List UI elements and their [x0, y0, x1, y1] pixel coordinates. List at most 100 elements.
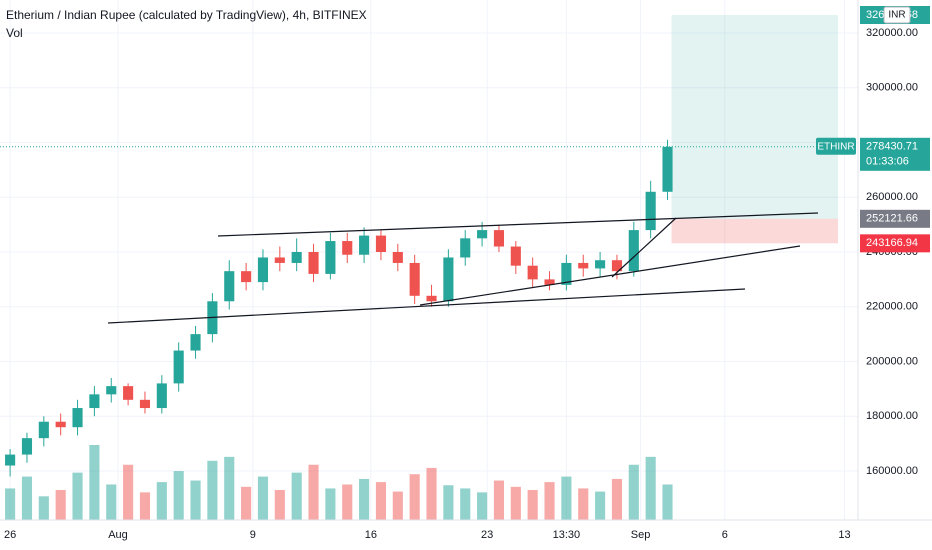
volume-bar — [89, 445, 100, 520]
y-tick-label: 320000.00 — [866, 27, 918, 39]
x-tick-label: Aug — [108, 529, 128, 541]
y-tick-label: 260000.00 — [866, 191, 918, 203]
volume-bar — [359, 478, 370, 520]
volume-bar — [308, 464, 319, 520]
volume-bar — [477, 492, 488, 520]
volume-bar — [409, 474, 420, 520]
candle-body — [611, 260, 623, 272]
volume-bar — [342, 484, 353, 520]
volume-bar — [139, 492, 151, 520]
currency-badge: INR — [888, 10, 905, 21]
volume-bar — [106, 484, 117, 520]
trendline — [419, 245, 801, 306]
stop-label: 243166.94 — [866, 237, 918, 249]
countdown-label: 01:33:06 — [866, 156, 909, 168]
volume-label: Vol — [6, 26, 23, 40]
last-price-label: 278430.71 — [866, 141, 918, 153]
trendline — [611, 217, 677, 278]
volume-bar — [375, 482, 387, 520]
y-tick-label: 180000.00 — [866, 410, 918, 422]
volume-bar — [561, 476, 572, 520]
entry-label: 252121.66 — [866, 213, 918, 225]
stop-zone — [671, 218, 838, 244]
x-tick-label: 26 — [4, 529, 16, 541]
y-tick-label: 160000.00 — [866, 465, 918, 477]
candle-body — [342, 241, 353, 255]
candle-body — [375, 235, 387, 252]
candle-body — [645, 191, 656, 231]
candle-body — [628, 230, 639, 272]
volume-bar — [173, 471, 184, 520]
volume-bar — [291, 472, 302, 520]
trendline — [217, 212, 819, 237]
volume-bar — [21, 476, 33, 520]
candle-body — [291, 251, 302, 263]
volume-bar — [38, 496, 49, 520]
y-tick-label: 300000.00 — [866, 82, 918, 94]
candle-body — [325, 241, 336, 274]
candle-body — [173, 350, 184, 384]
volume-bar — [510, 486, 521, 520]
volume-bar — [628, 464, 639, 520]
volume-bar — [426, 467, 437, 520]
volume-pane — [5, 445, 673, 520]
volume-bar — [460, 488, 471, 520]
y-tick-label: 200000.00 — [866, 355, 918, 367]
candle-body — [123, 386, 134, 400]
stop-label-bg — [860, 234, 930, 253]
candle-body — [5, 454, 16, 466]
candle-body — [224, 271, 235, 302]
candle-body — [241, 271, 252, 283]
candle-body — [493, 230, 505, 247]
volume-bar — [156, 482, 167, 520]
volume-bar — [72, 472, 83, 520]
volume-bar — [662, 484, 673, 520]
symbol-badge-bg — [816, 137, 856, 155]
x-tick-label: Sep — [631, 529, 651, 541]
x-tick-label: 13:30 — [553, 529, 581, 541]
target-zone — [671, 14, 838, 219]
axes: 160000.00180000.00200000.00220000.002400… — [0, 5, 930, 541]
candle-body — [561, 262, 572, 285]
candle-body — [359, 235, 370, 255]
candle-body — [460, 238, 471, 258]
volume-bar — [257, 476, 269, 520]
volume-bar — [274, 490, 285, 520]
volume-bar — [55, 490, 66, 520]
candle-body — [38, 421, 49, 439]
x-tick-label: 9 — [250, 529, 256, 541]
position-boxes — [671, 14, 838, 244]
candle-body — [510, 246, 521, 266]
candle-body — [55, 421, 66, 428]
candles — [5, 139, 673, 477]
chart-title: Etherium / Indian Rupee (calculated by T… — [6, 8, 367, 22]
candle-body — [89, 394, 100, 409]
candle-body — [308, 251, 319, 274]
volume-bar — [325, 488, 336, 520]
candle-body — [106, 386, 117, 395]
candle-body — [443, 257, 454, 302]
candle-body — [477, 230, 488, 239]
candle-body — [274, 257, 285, 263]
entry-label-bg — [860, 209, 930, 228]
trendline — [107, 288, 746, 324]
candle-body — [139, 399, 151, 409]
x-tick-label: 13 — [838, 529, 850, 541]
volume-bar — [578, 488, 589, 520]
symbol-badge: ETHINR — [817, 141, 854, 152]
volume-bar — [527, 490, 538, 520]
candle-body — [426, 295, 437, 302]
y-tick-label: 220000.00 — [866, 301, 918, 313]
candle-body — [72, 408, 83, 428]
candle-body — [527, 265, 538, 280]
candle-body — [662, 146, 673, 192]
candle-body — [392, 251, 403, 263]
volume-bar — [443, 485, 454, 520]
volume-bar — [544, 482, 555, 520]
volume-bar — [392, 491, 403, 520]
volume-bar — [493, 480, 505, 520]
trendlines — [107, 212, 819, 324]
candle-body — [21, 438, 33, 455]
